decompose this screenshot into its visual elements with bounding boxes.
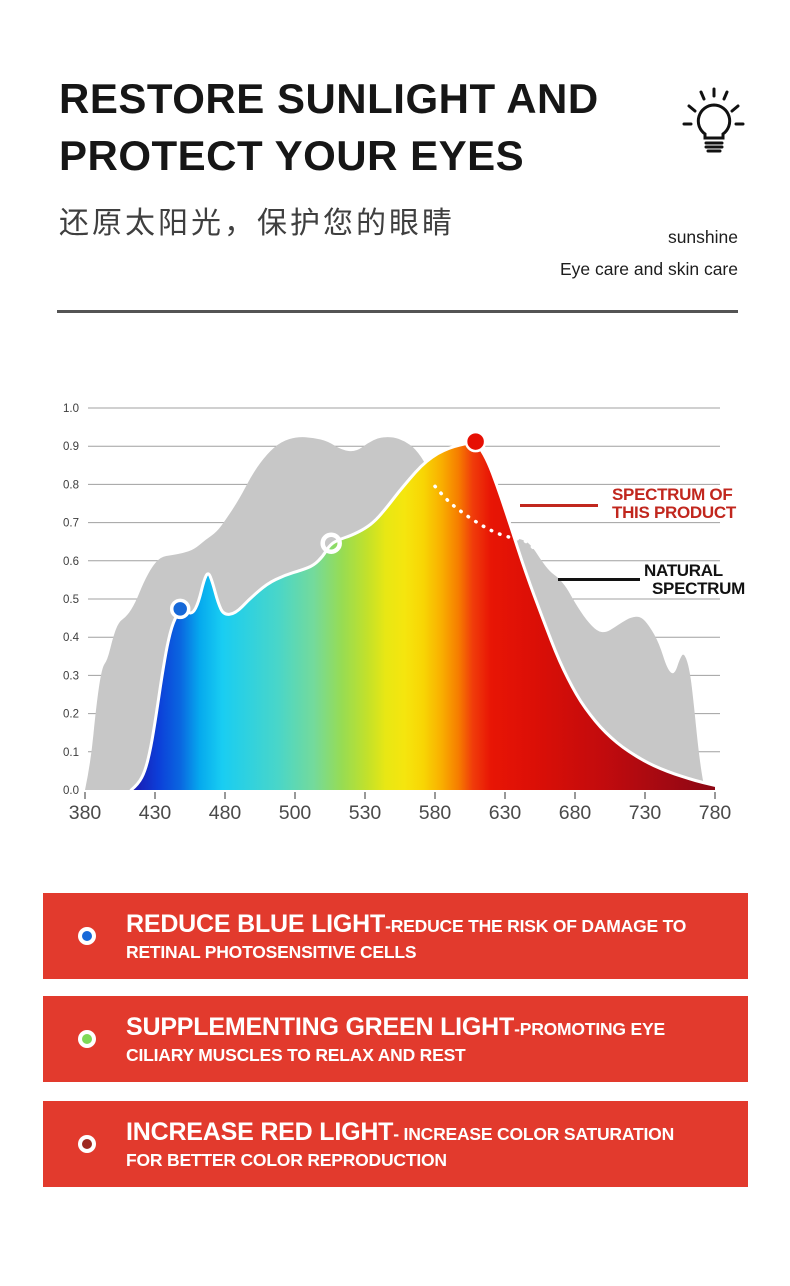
svg-text:0.3: 0.3	[63, 670, 79, 682]
svg-text:0.2: 0.2	[63, 709, 79, 721]
tagline-sunshine: sunshine	[667, 227, 738, 247]
page-title-line2: PROTECT YOUR EYES	[59, 132, 525, 179]
banner-title: SUPPLEMENTING GREEN LIGHT	[126, 1012, 515, 1041]
product-spectrum-leader-line	[520, 504, 598, 507]
svg-text:0.5: 0.5	[63, 594, 79, 606]
banner-subtitle: - INCREASE COLOR SATURATION	[393, 1123, 675, 1144]
product-spectrum-label: SPECTRUM OF THIS PRODUCT	[612, 486, 736, 522]
svg-text:480: 480	[209, 802, 242, 824]
natural-label-line1: NATURAL	[644, 561, 723, 580]
svg-text:0.0: 0.0	[63, 785, 79, 797]
natural-label-line2: SPECTRUM	[652, 579, 745, 598]
subtitle-chinese: 还原太阳光，保护您的眼睛	[59, 207, 455, 240]
svg-text:0.6: 0.6	[63, 556, 79, 568]
green-dot-icon	[78, 1030, 96, 1048]
banner-title: REDUCE BLUE LIGHT	[126, 909, 386, 938]
banner-line2: FOR BETTER COLOR REPRODUCTION	[126, 1149, 447, 1170]
svg-text:0.8: 0.8	[63, 479, 79, 491]
product-label-line2: THIS PRODUCT	[612, 503, 736, 522]
svg-text:580: 580	[419, 802, 452, 824]
natural-spectrum-leader-line	[558, 578, 640, 581]
divider-line	[57, 310, 738, 313]
banner-increase-red-light: INCREASE RED LIGHT- INCREASE COLOR SATUR…	[43, 1101, 748, 1187]
spectrum-chart: 380 430 480 500 530 580 630 680 730 780 0.0 0.1 0.2 0…	[63, 403, 732, 824]
svg-text:780: 780	[699, 802, 732, 824]
banner-subtitle: -PROMOTING EYE	[514, 1018, 665, 1039]
svg-text:0.7: 0.7	[63, 518, 79, 530]
tagline-eyecare: Eye care and skin care	[559, 259, 738, 279]
svg-text:730: 730	[629, 802, 662, 824]
banner-line2: CILIARY MUSCLES TO RELAX AND REST	[126, 1044, 466, 1065]
blue-dot-icon	[78, 927, 96, 945]
svg-text:0.1: 0.1	[63, 747, 79, 759]
svg-text:0.9: 0.9	[63, 441, 79, 453]
svg-text:530: 530	[349, 802, 382, 824]
banner-supplement-green-light: SUPPLEMENTING GREEN LIGHT-PROMOTING EYE …	[43, 996, 748, 1082]
banner-subtitle: -REDUCE THE RISK OF DAMAGE TO	[385, 915, 687, 936]
page-title-line1: RESTORE SUNLIGHT AND	[59, 75, 599, 122]
banner-title: INCREASE RED LIGHT	[126, 1117, 394, 1146]
svg-text:380: 380	[69, 802, 102, 824]
banner-reduce-blue-light: REDUCE BLUE LIGHT-REDUCE THE RISK OF DAM…	[43, 893, 748, 979]
svg-text:500: 500	[279, 802, 312, 824]
svg-text:430: 430	[139, 802, 172, 824]
svg-text:680: 680	[559, 802, 592, 824]
svg-text:0.4: 0.4	[63, 632, 80, 644]
product-label-line1: SPECTRUM OF	[612, 485, 733, 504]
red-ring-icon	[78, 1135, 96, 1153]
svg-text:630: 630	[489, 802, 522, 824]
svg-text:1.0: 1.0	[63, 403, 79, 415]
page-title: RESTORE SUNLIGHT AND PROTECT YOUR EYES	[59, 70, 599, 184]
natural-spectrum-label: NATURAL SPECTRUM	[644, 562, 745, 598]
lightbulb-icon	[682, 87, 745, 153]
banner-line2: RETINAL PHOTOSENSITIVE CELLS	[126, 941, 417, 962]
